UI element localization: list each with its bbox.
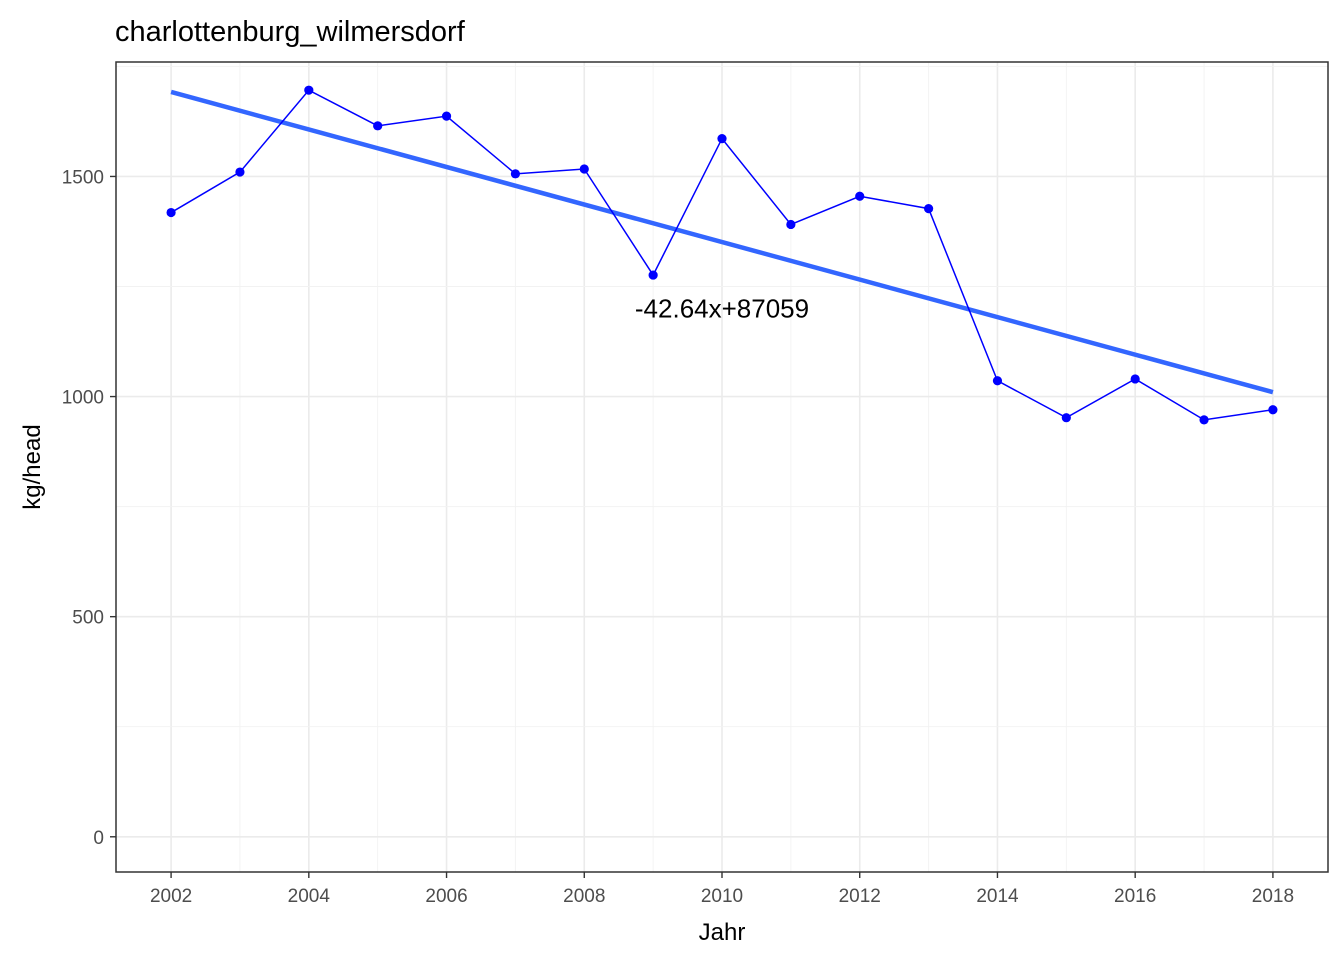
chart-title: charlottenburg_wilmersdorf xyxy=(115,16,466,48)
data-point xyxy=(1130,374,1140,384)
data-point xyxy=(166,207,176,218)
data-point xyxy=(1061,413,1071,423)
trend-equation-label: -42.64x+87059 xyxy=(635,294,809,324)
data-point xyxy=(717,133,727,144)
x-tick-label: 2012 xyxy=(839,886,881,907)
y-tick-label: 1000 xyxy=(62,388,104,409)
data-point xyxy=(579,164,589,174)
data-point xyxy=(648,270,658,280)
y-axis-title: kg/head xyxy=(19,424,46,509)
data-point xyxy=(1268,405,1278,415)
data-point xyxy=(786,219,796,230)
x-tick-label: 2016 xyxy=(1114,886,1156,907)
grid xyxy=(116,62,1328,872)
data-point xyxy=(441,111,452,121)
data-point xyxy=(373,121,383,131)
x-tick-label: 2018 xyxy=(1252,886,1294,907)
data-marks xyxy=(166,85,1278,425)
x-tick-label: 2010 xyxy=(701,886,743,907)
x-axis-title: Jahr xyxy=(699,919,746,946)
data-point xyxy=(235,167,245,177)
x-tick-label: 2006 xyxy=(425,886,467,907)
x-tick-label: 2004 xyxy=(288,886,331,907)
trend-line xyxy=(170,89,1274,395)
x-tick-label: 2002 xyxy=(150,886,192,907)
y-tick-label: 500 xyxy=(72,608,104,629)
y-tick-label: 1500 xyxy=(62,167,104,188)
y-tick-label: 0 xyxy=(93,828,104,849)
data-point xyxy=(510,169,521,179)
data-point xyxy=(1199,415,1209,425)
data-point xyxy=(923,203,934,214)
axis-ticks: 2002 2004 2006 2008 2010 2012 2014 2016 2018 0 500… xyxy=(62,167,1294,907)
data-point xyxy=(855,191,865,201)
x-tick-label: 2014 xyxy=(976,886,1019,907)
x-tick-label: 2008 xyxy=(563,886,605,907)
data-point xyxy=(992,376,1003,386)
data-point xyxy=(304,85,314,95)
